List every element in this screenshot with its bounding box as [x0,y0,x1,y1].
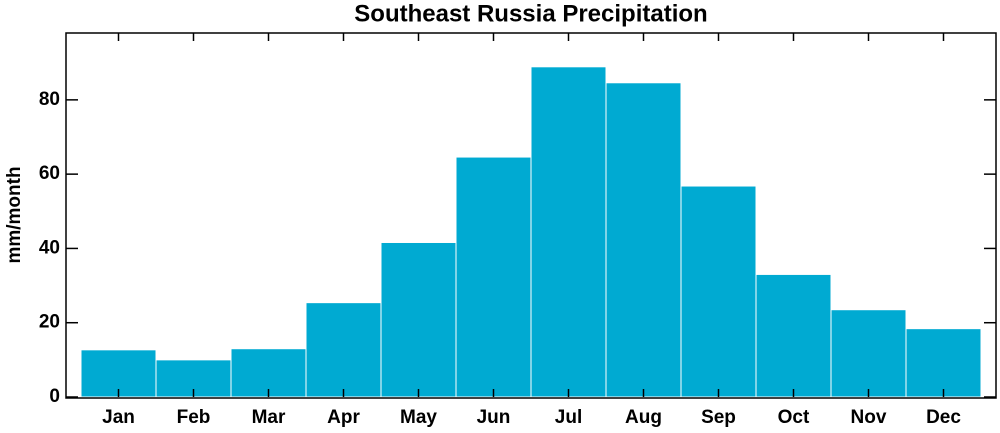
x-tick-label: May [400,407,437,428]
x-tick-label: Sep [701,407,736,428]
bar [380,241,457,398]
y-axis-label: mm/month [4,166,25,263]
y-tick-label: 20 [39,312,60,333]
x-tick-label: Jun [477,407,511,428]
y-tick-label: 80 [39,89,60,110]
bar [455,156,532,398]
x-tick-label: Aug [625,407,662,428]
x-tick-label: Oct [778,407,810,428]
bar [230,348,307,398]
y-tick-label: 40 [39,237,60,258]
x-tick-label: Feb [177,407,211,428]
bar [905,328,982,398]
x-tick-label: Dec [926,407,961,428]
bar [755,273,832,398]
x-tick-label: Apr [327,407,360,428]
bar [530,66,607,398]
y-tick-label: 60 [39,163,60,184]
bar [830,309,907,398]
bar [305,302,382,398]
bar [680,185,757,398]
x-tick-label: Jul [555,407,582,428]
chart-title: Southeast Russia Precipitation [354,0,707,27]
x-tick-label: Mar [252,407,286,428]
bar [605,82,682,398]
y-tick-label: 0 [49,386,60,407]
x-tick-label: Nov [851,407,887,428]
x-tick-label: Jan [102,407,135,428]
plot-frame [65,32,997,399]
